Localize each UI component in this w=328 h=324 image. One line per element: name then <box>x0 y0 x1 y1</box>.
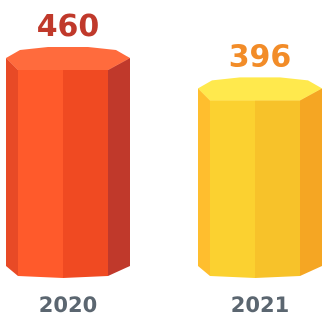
bar-face-left <box>6 58 18 276</box>
bar-face-right <box>108 58 130 276</box>
value-label: 460 <box>37 9 100 44</box>
labels-layer: 460 2020 396 2021 <box>37 9 292 317</box>
bar-face-front-right <box>63 70 108 278</box>
bar-top-cap <box>6 47 130 70</box>
bar-top-cap <box>198 77 322 101</box>
category-label: 2021 <box>231 293 289 317</box>
bar-face-right <box>300 88 322 276</box>
bar-face-front-right <box>255 100 300 278</box>
value-label: 396 <box>229 39 292 74</box>
bar-face-front-left <box>18 70 63 278</box>
bars-layer <box>6 47 322 278</box>
bar-face-front-left <box>210 100 255 278</box>
bar-face-left <box>198 88 210 276</box>
bar-2021 <box>198 77 322 278</box>
bar-2020 <box>6 47 130 278</box>
category-label: 2020 <box>39 293 97 317</box>
